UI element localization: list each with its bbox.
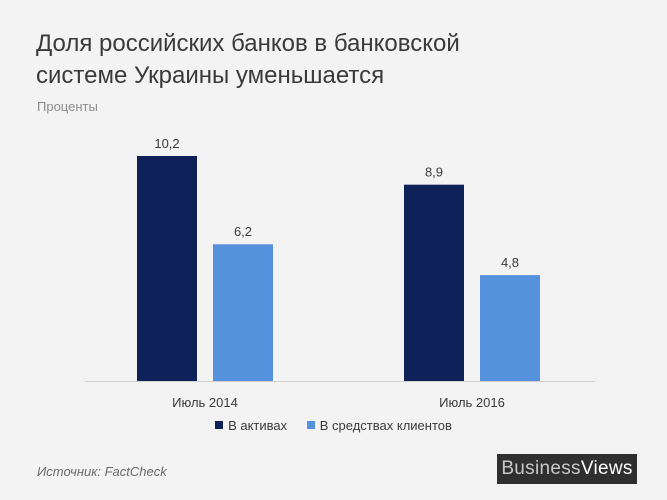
legend-label-client-funds: В средствах клиентов: [319, 418, 452, 433]
data-label-client-funds-2: 4,8: [501, 255, 519, 270]
chart-title-line-1: Доля российских банков в банковской: [36, 30, 460, 57]
chart-subtitle: Проценты: [37, 99, 98, 114]
data-label-assets-2: 8,9: [425, 165, 443, 180]
legend-swatch-assets: [215, 421, 224, 429]
data-label-assets-1: 10,2: [154, 136, 179, 151]
legend-item-assets: В активах: [215, 418, 287, 433]
bar-client-funds-1: [213, 244, 273, 381]
legend-swatch-client-funds: [306, 421, 315, 429]
legend-label-assets: В активах: [228, 418, 288, 433]
chart-title: Доля российских банков в банковской сист…: [36, 28, 636, 92]
bar-assets-2: [404, 184, 464, 381]
logo-part-1: Business: [501, 458, 581, 479]
category-label-1: Июль 2014: [172, 395, 238, 410]
bar-assets-1: [137, 156, 197, 381]
legend: В активах В средствах клиентов: [0, 418, 667, 433]
chart-title-line-2: системе Украины уменьшается: [36, 62, 385, 89]
business-views-logo: BusinessViews: [497, 454, 637, 484]
legend-item-client-funds: В средствах клиентов: [306, 418, 452, 433]
source-note: Источник: FactCheck: [37, 464, 167, 479]
logo-part-2: Views: [580, 458, 633, 479]
category-label-2: Июль 2016: [439, 395, 505, 410]
data-label-client-funds-1: 6,2: [234, 224, 252, 239]
bar-client-funds-2: [480, 275, 540, 381]
